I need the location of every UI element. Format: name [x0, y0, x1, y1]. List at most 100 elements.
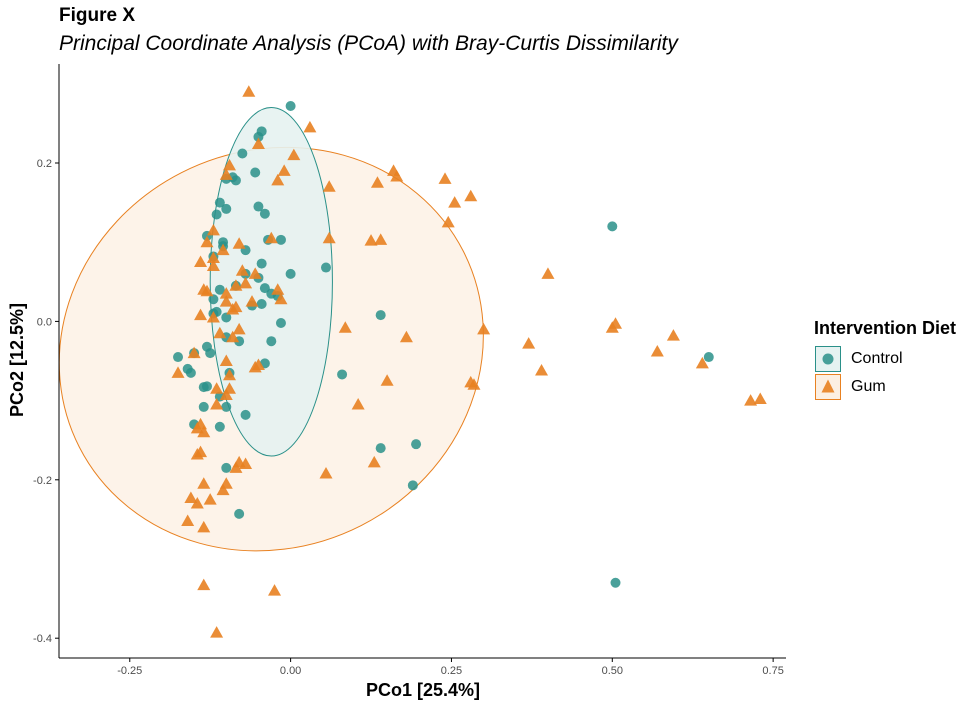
point-gum: [213, 326, 227, 339]
point-control: [221, 203, 232, 214]
point-gum: [467, 378, 481, 390]
point-control: [214, 421, 225, 432]
point-control: [221, 462, 232, 473]
x-tick-label: 0.00: [280, 665, 301, 677]
x-tick-label: -0.25: [117, 665, 142, 677]
point-gum: [226, 303, 240, 315]
point-gum: [200, 235, 214, 248]
point-gum: [190, 447, 204, 460]
point-gum: [322, 231, 336, 244]
point-control: [214, 284, 225, 295]
point-control: [253, 201, 264, 212]
point-control: [256, 298, 267, 309]
confidence-ellipses: [58, 107, 484, 552]
point-gum: [251, 137, 265, 149]
point-control: [201, 381, 212, 392]
legend-item-gum: Gum: [814, 373, 956, 401]
point-gum: [753, 392, 767, 405]
point-control: [275, 317, 286, 328]
point-gum: [197, 578, 211, 591]
point-gum: [210, 398, 224, 410]
point-gum: [184, 491, 198, 504]
point-control: [411, 439, 422, 450]
point-control: [208, 294, 219, 305]
point-control: [173, 352, 184, 363]
point-gum: [367, 455, 381, 468]
y-tick-label: 0.0: [37, 316, 52, 328]
point-gum: [219, 295, 233, 307]
point-gum: [287, 148, 301, 161]
point-control: [275, 234, 286, 245]
point-control: [256, 258, 267, 269]
point-gum: [264, 231, 278, 244]
point-gum: [203, 493, 217, 505]
point-gum: [210, 382, 224, 394]
point-gum: [322, 180, 336, 192]
point-control: [259, 208, 270, 219]
point-control: [221, 401, 232, 412]
point-gum: [441, 215, 455, 228]
point-gum: [303, 120, 317, 133]
point-gum: [194, 308, 208, 321]
point-control: [610, 577, 621, 588]
x-axis-label: PCo1 [25.4%]: [366, 680, 480, 700]
point-gum: [197, 477, 211, 489]
point-control: [607, 221, 618, 232]
point-gum: [338, 321, 352, 333]
point-gum: [477, 322, 491, 335]
point-control: [375, 310, 386, 321]
point-control: [234, 508, 245, 519]
data-points: [171, 85, 767, 638]
point-gum: [197, 520, 211, 533]
point-gum: [229, 279, 243, 291]
point-control: [375, 443, 386, 454]
point-gum: [271, 283, 285, 295]
point-gum: [232, 237, 246, 249]
point-control: [407, 480, 418, 491]
point-gum: [226, 330, 240, 343]
x-tick-label: 0.25: [441, 665, 462, 677]
point-control: [205, 348, 216, 359]
point-gum: [245, 295, 259, 307]
point-gum: [666, 329, 680, 341]
point-gum: [194, 255, 208, 267]
point-control: [703, 352, 714, 363]
point-control: [337, 369, 348, 380]
figure-label: Figure X: [59, 5, 136, 26]
point-gum: [219, 287, 233, 299]
point-control: [256, 126, 267, 137]
x-tick-label: 0.75: [762, 665, 783, 677]
point-gum: [219, 354, 233, 366]
point-gum: [399, 330, 413, 343]
point-gum: [200, 284, 214, 297]
point-gum: [222, 368, 236, 381]
point-gum: [650, 344, 664, 357]
point-gum: [206, 259, 220, 271]
point-gum: [219, 388, 233, 401]
point-gum: [235, 264, 249, 276]
point-control: [211, 209, 222, 220]
circle-icon: [815, 346, 841, 372]
point-gum: [222, 158, 236, 171]
point-control: [214, 197, 225, 208]
point-gum: [277, 164, 291, 176]
point-control: [266, 336, 277, 347]
point-control: [250, 167, 261, 178]
point-gum: [535, 364, 549, 376]
point-control: [198, 401, 209, 412]
point-gum: [229, 461, 243, 473]
point-gum: [522, 337, 536, 349]
point-control: [230, 175, 241, 186]
point-gum: [380, 374, 394, 386]
point-gum: [319, 466, 333, 479]
point-gum: [695, 356, 709, 369]
point-control: [221, 312, 232, 323]
point-gum: [364, 234, 378, 246]
y-tick-label: -0.4: [33, 633, 52, 645]
point-gum: [197, 425, 211, 438]
point-gum: [216, 483, 230, 496]
point-gum: [541, 267, 555, 279]
point-gum: [187, 346, 201, 359]
point-control: [285, 100, 296, 111]
